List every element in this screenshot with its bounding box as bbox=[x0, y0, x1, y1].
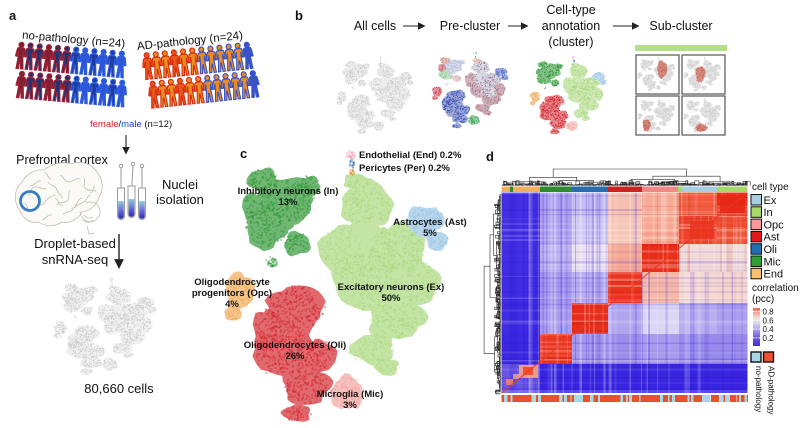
svg-text:Pre-cluster: Pre-cluster bbox=[440, 19, 500, 33]
svg-text:Opc: Opc bbox=[764, 219, 785, 231]
svg-text:Oligodendrocyte: Oligodendrocyte bbox=[194, 277, 269, 288]
svg-text:Microglia (Mic): Microglia (Mic) bbox=[317, 389, 384, 400]
svg-text:Ex: Ex bbox=[764, 195, 777, 207]
svg-text:(cluster): (cluster) bbox=[548, 35, 593, 49]
svg-text:a: a bbox=[9, 8, 17, 23]
svg-text:female/male (n=12): female/male (n=12) bbox=[90, 119, 172, 130]
svg-text:End: End bbox=[764, 269, 784, 281]
svg-text:26%: 26% bbox=[285, 351, 305, 362]
svg-text:correlation: correlation bbox=[752, 283, 799, 294]
svg-text:Cell-type: Cell-type bbox=[546, 3, 595, 17]
svg-text:Mic: Mic bbox=[764, 256, 782, 268]
svg-text:Endothelial (End) 0.2%: Endothelial (End) 0.2% bbox=[359, 150, 462, 161]
svg-text:Inhibitory neurons (In): Inhibitory neurons (In) bbox=[238, 186, 339, 197]
svg-text:AD-pathology: AD-pathology bbox=[767, 366, 776, 414]
svg-text:13%: 13% bbox=[278, 197, 298, 208]
svg-text:isolation: isolation bbox=[156, 192, 204, 207]
svg-text:4%: 4% bbox=[225, 299, 239, 310]
svg-text:progenitors (Opc): progenitors (Opc) bbox=[192, 288, 272, 299]
svg-text:Sub-cluster: Sub-cluster bbox=[649, 19, 712, 33]
svg-text:Nuclei: Nuclei bbox=[162, 177, 198, 192]
svg-text:0.6: 0.6 bbox=[763, 316, 775, 325]
svg-text:Oligodendrocytes (Oli): Oligodendrocytes (Oli) bbox=[244, 340, 346, 351]
svg-text:3%: 3% bbox=[343, 400, 357, 411]
svg-text:Pericytes (Per) 0.2%: Pericytes (Per) 0.2% bbox=[359, 163, 450, 174]
svg-text:0.8: 0.8 bbox=[763, 308, 775, 317]
svg-text:(pcc): (pcc) bbox=[752, 294, 774, 305]
svg-text:50%: 50% bbox=[381, 293, 401, 304]
svg-text:Astrocytes (Ast): Astrocytes (Ast) bbox=[393, 217, 466, 228]
svg-text:0.4: 0.4 bbox=[763, 325, 775, 334]
svg-text:b: b bbox=[295, 8, 303, 23]
svg-text:0.2: 0.2 bbox=[763, 334, 775, 343]
svg-text:snRNA-seq: snRNA-seq bbox=[42, 252, 108, 267]
svg-text:Oli: Oli bbox=[764, 244, 777, 256]
svg-text:80,660 cells: 80,660 cells bbox=[84, 381, 154, 396]
svg-text:5%: 5% bbox=[423, 228, 437, 239]
svg-text:cell type: cell type bbox=[752, 182, 789, 193]
svg-text:In: In bbox=[764, 207, 773, 219]
svg-text:annotation: annotation bbox=[542, 19, 600, 33]
svg-text:c: c bbox=[240, 146, 247, 161]
svg-text:Excitatory neurons (Ex): Excitatory neurons (Ex) bbox=[338, 282, 445, 293]
svg-text:no-pathology: no-pathology bbox=[754, 366, 763, 412]
svg-text:Ast: Ast bbox=[764, 232, 780, 244]
svg-text:Droplet-based: Droplet-based bbox=[34, 236, 116, 251]
svg-text:d: d bbox=[486, 149, 494, 164]
svg-text:All cells: All cells bbox=[354, 19, 396, 33]
